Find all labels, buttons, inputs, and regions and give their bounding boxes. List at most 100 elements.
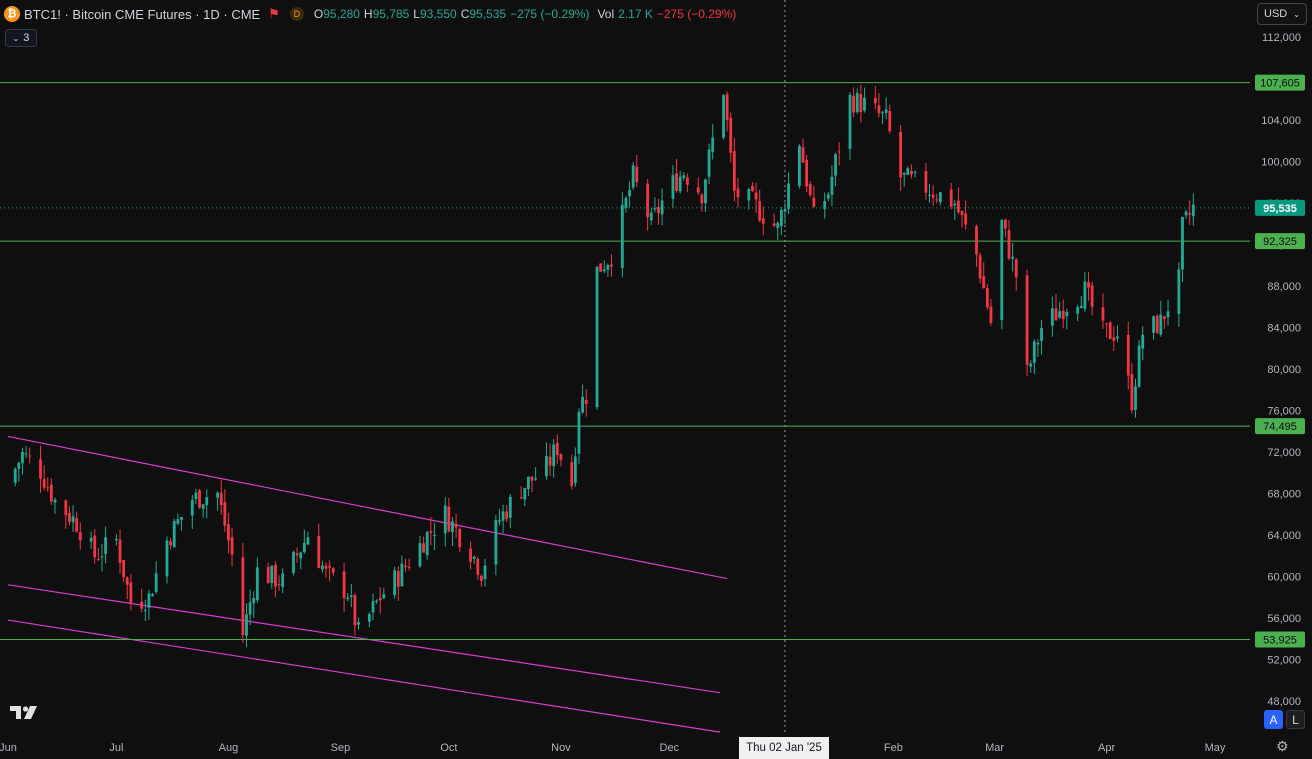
candle-body: [584, 399, 588, 405]
trendlines[interactable]: [7, 435, 728, 733]
candle-body: [1166, 311, 1170, 318]
candle-body: [624, 197, 628, 208]
candle-body: [252, 598, 256, 604]
symbol-title[interactable]: BTC1! · Bitcoin CME Futures · 1D · CME: [24, 6, 261, 22]
tradingview-logo-icon[interactable]: [10, 703, 40, 726]
indicator-count: 3: [23, 32, 30, 44]
candle-body: [628, 189, 631, 197]
delayed-data-badge[interactable]: D: [289, 7, 304, 21]
candle-body: [772, 223, 776, 226]
candle-body: [1130, 374, 1134, 411]
candle-body: [837, 151, 841, 153]
candle-body: [393, 570, 397, 596]
candle-body: [834, 154, 837, 176]
candle-body: [581, 396, 584, 413]
candle-body: [754, 192, 758, 200]
candle-body: [198, 490, 201, 508]
candle-body: [396, 571, 400, 587]
candle-body: [935, 199, 939, 201]
horizontal-levels[interactable]: [0, 82, 1250, 641]
level-price-box: [1255, 233, 1305, 250]
currency-select[interactable]: USD ⌄: [1257, 3, 1307, 25]
candle-body: [852, 95, 856, 113]
candle-body: [1177, 269, 1181, 314]
candle-body: [78, 532, 82, 541]
candle-body: [75, 518, 79, 532]
price-tick-label: 100,000: [1261, 157, 1301, 169]
candle-body: [1163, 316, 1166, 320]
candle-body: [1011, 256, 1015, 259]
candle-body: [1007, 229, 1011, 259]
candle-body: [505, 511, 509, 519]
candles: [13, 84, 1195, 648]
ohlc-open: O95,280: [313, 7, 360, 21]
candle-body: [274, 564, 277, 587]
candle-body: [454, 523, 458, 528]
level-price-box: [1255, 418, 1305, 435]
candle-body: [924, 171, 928, 193]
candle-body: [776, 223, 780, 229]
candle-body: [975, 226, 978, 255]
time-tick-label: Nov: [551, 742, 571, 754]
candle-body: [761, 218, 765, 224]
candle-body: [407, 566, 411, 568]
candle-body: [595, 266, 599, 408]
bitcoin-icon: ₿: [4, 6, 20, 22]
chevron-down-icon: ⌄: [12, 33, 20, 43]
candle-body: [1025, 275, 1029, 365]
symbol-legend[interactable]: ₿ BTC1! · Bitcoin CME Futures · 1D · CME…: [4, 4, 736, 24]
gear-icon[interactable]: ⚙: [1276, 738, 1289, 754]
trendline-1: [7, 435, 728, 580]
candle-body: [685, 177, 689, 185]
candle-body: [176, 519, 180, 524]
candle-body: [331, 568, 335, 573]
price-tick-label: 84,000: [1267, 323, 1301, 335]
price-tick-label: 48,000: [1267, 696, 1301, 708]
candle-body: [805, 159, 809, 187]
candle-body: [1054, 308, 1058, 321]
candle-body: [425, 532, 429, 556]
candle-body: [751, 185, 754, 192]
candle-body: [17, 462, 21, 469]
price-axis[interactable]: 112,000108,000104,000100,00096,00092,000…: [1261, 32, 1301, 708]
candle-body: [165, 540, 169, 577]
flag-icon[interactable]: ⚑: [268, 6, 280, 21]
candle-body: [1137, 345, 1141, 387]
auto-scale-button[interactable]: A: [1264, 710, 1283, 729]
candle-body: [375, 600, 379, 602]
candle-body: [808, 184, 812, 196]
time-tick-label: Aug: [219, 742, 239, 754]
candle-body: [1159, 314, 1163, 335]
log-scale-button[interactable]: L: [1286, 710, 1305, 729]
candle-body: [881, 112, 884, 114]
candle-body: [519, 497, 523, 499]
price-tick-label: 76,000: [1267, 406, 1301, 418]
collapse-indicators-button[interactable]: ⌄ 3: [5, 29, 37, 47]
candle-body: [96, 558, 100, 560]
candle-body: [483, 565, 487, 579]
candle-body: [1141, 334, 1145, 349]
candle-body: [1105, 323, 1108, 325]
candle-body: [653, 208, 657, 210]
candle-body: [830, 176, 834, 195]
candle-body: [28, 455, 32, 457]
candle-body: [469, 548, 472, 562]
candle-body: [913, 171, 917, 173]
candle-body: [545, 455, 548, 477]
candle-body: [729, 117, 733, 153]
candle-body: [151, 594, 154, 597]
candle-body: [949, 189, 953, 207]
candle-body: [501, 511, 505, 521]
candle-body: [606, 264, 610, 270]
candle-body: [422, 543, 425, 553]
candle-body: [49, 484, 53, 502]
candle-body: [678, 176, 682, 192]
candle-body: [223, 502, 227, 526]
candle-body: [1155, 315, 1159, 333]
candle-body: [93, 535, 97, 558]
candle-body: [1083, 281, 1087, 309]
candle-body: [371, 601, 375, 613]
candle-body: [302, 542, 306, 553]
time-axis[interactable]: Jun Jul Aug Sep Oct Nov Dec Feb Mar Apr May: [0, 742, 1226, 754]
